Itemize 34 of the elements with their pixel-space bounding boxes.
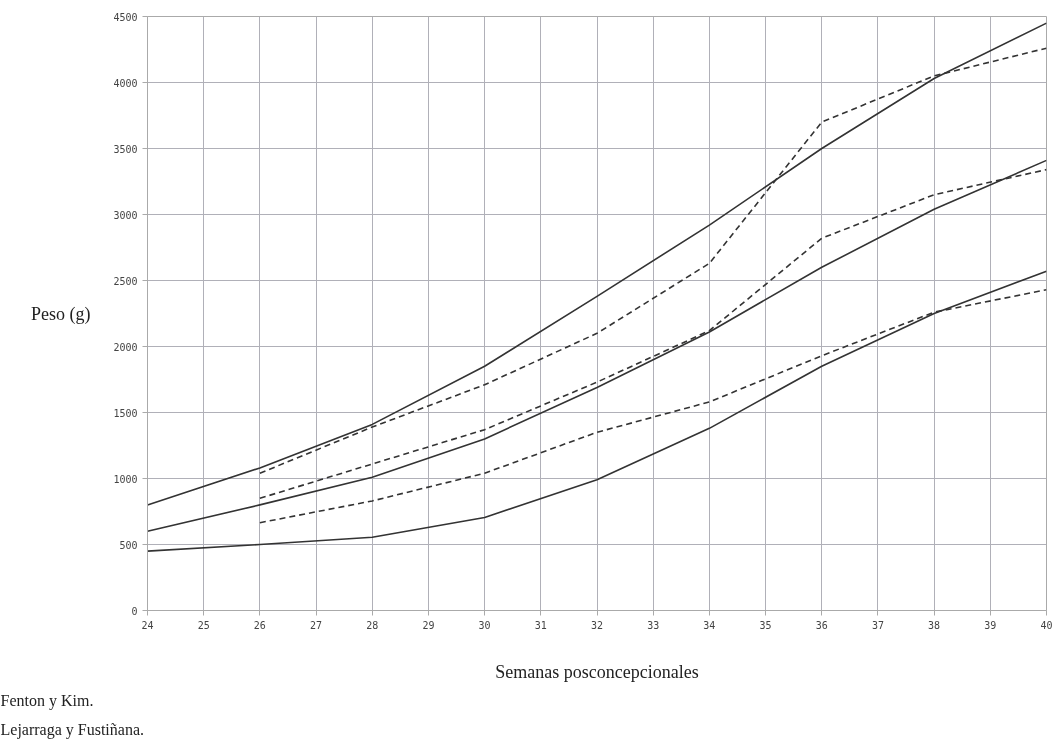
x-tick-label: 39: [984, 619, 997, 631]
y-tick-label: 1000: [113, 473, 138, 485]
x-tick-label: 30: [478, 619, 491, 631]
y-axis-title: Peso (g): [30, 303, 91, 325]
line-series: [147, 159, 1047, 533]
y-tick-label: 2000: [113, 341, 138, 353]
line-series: [147, 22, 1047, 506]
y-tick-label: 4500: [113, 11, 138, 23]
line-series: [147, 270, 1047, 552]
x-tick-label: 32: [590, 619, 604, 631]
x-tick-label: 26: [253, 619, 266, 631]
x-tick-label: 29: [422, 619, 435, 631]
y-tick-label: 1500: [113, 407, 138, 419]
x-tick-label: 34: [703, 619, 716, 631]
y-tick-label: 3500: [113, 143, 138, 155]
text: Fenton y Kim.: [0, 691, 94, 710]
y-tick-label: 3000: [113, 209, 138, 221]
x-axis-title: Semanas posconcepcionales: [495, 661, 699, 682]
x-tick-label: 33: [647, 619, 660, 631]
x-tick-label: 35: [759, 619, 772, 631]
x-tick-label: 28: [366, 619, 379, 631]
x-tick-label: 38: [928, 619, 941, 631]
text: Lejarraga y Fustiñana.: [0, 720, 144, 739]
y-tick-label: 4000: [113, 77, 138, 89]
x-tick-label: 24: [141, 619, 154, 631]
x-tick-label: 36: [815, 619, 828, 631]
x-tick-label: 27: [310, 619, 323, 631]
y-tick-label: 2500: [113, 275, 138, 287]
x-tick-label: 25: [197, 619, 210, 631]
x-tick-label: 40: [1040, 619, 1053, 631]
y-tick-label: 0: [131, 605, 138, 617]
x-tick-label: 31: [534, 619, 547, 631]
x-tick-label: 37: [871, 619, 884, 631]
y-tick-label: 500: [119, 539, 138, 551]
